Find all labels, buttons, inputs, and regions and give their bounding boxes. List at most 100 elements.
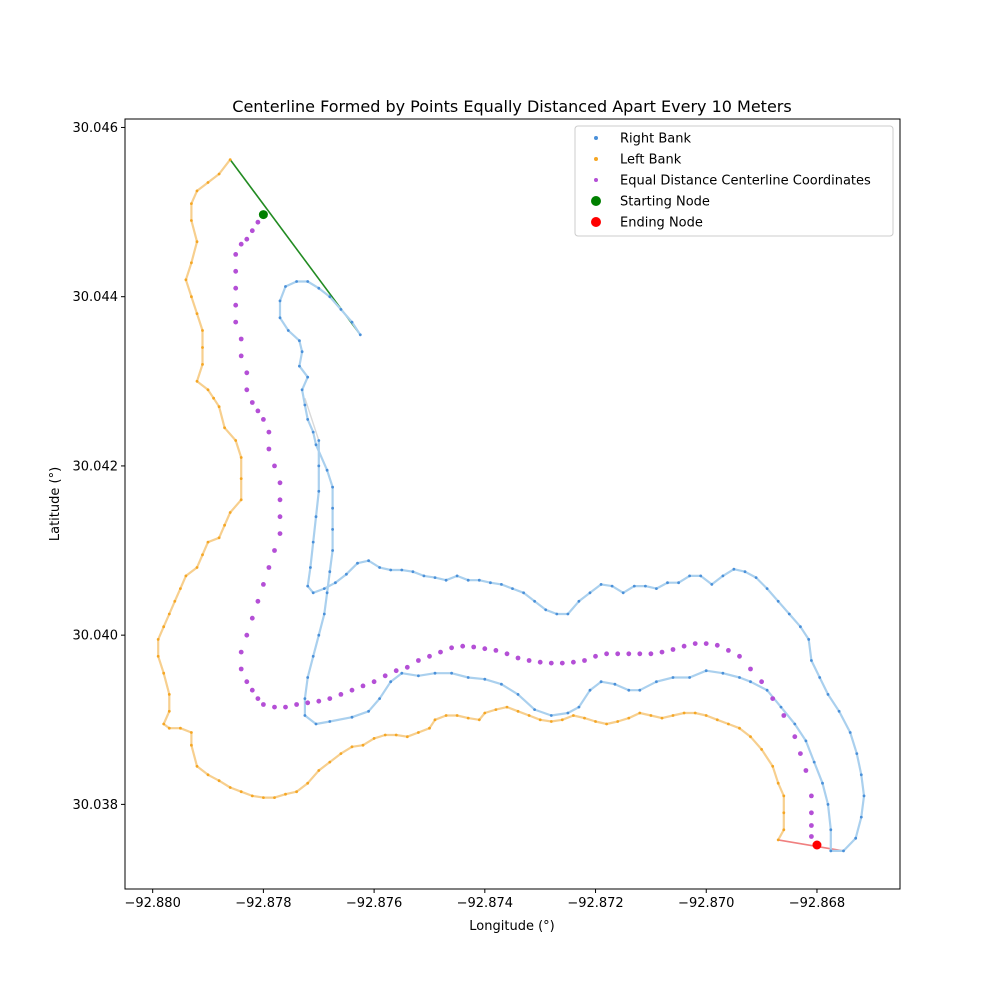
right-bank-point	[743, 570, 747, 574]
right-bank-point	[555, 612, 559, 616]
right-bank-point	[331, 528, 334, 531]
right-bank-point	[655, 680, 658, 684]
right-bank-point	[466, 578, 470, 582]
x-tick-label: −92.870	[678, 896, 734, 911]
centerline-point	[244, 387, 250, 393]
left-bank-point	[239, 477, 243, 480]
left-bank-point	[760, 748, 763, 751]
centerline-point	[593, 653, 598, 659]
right-bank-point	[848, 731, 852, 734]
right-bank-point	[317, 464, 321, 468]
centerline-point	[233, 302, 239, 308]
centerline-point	[249, 615, 255, 621]
right-bank-point	[787, 612, 791, 616]
left-bank-point	[217, 405, 221, 409]
centerline-point	[604, 651, 609, 657]
plot-area	[156, 158, 866, 853]
right-bank-point	[306, 280, 310, 283]
right-bank-point	[325, 468, 329, 472]
left-bank-point	[671, 714, 675, 717]
left-bank-point	[295, 790, 298, 794]
right-bank-point	[389, 568, 393, 572]
centerline-point	[803, 768, 809, 773]
right-bank-point	[298, 339, 301, 343]
centerline-point	[233, 319, 239, 325]
right-bank-point	[422, 574, 426, 578]
left-bank-point	[605, 722, 608, 726]
right-bank-point	[367, 709, 370, 713]
centerline-point	[770, 696, 776, 701]
centerline-point	[792, 734, 798, 740]
left-bank-point	[417, 731, 420, 734]
centerline-point	[327, 696, 333, 701]
left-bank-point	[206, 540, 210, 544]
centerline-point	[493, 648, 499, 653]
right-bank-point	[799, 625, 802, 629]
centerline-point	[294, 702, 299, 707]
left-bank-point	[223, 426, 227, 430]
left-bank-point	[201, 346, 204, 349]
left-bank-point	[727, 722, 730, 726]
right-bank-line	[278, 280, 866, 853]
y-tick-label: 30.044	[73, 290, 119, 305]
left-bank-point	[184, 574, 188, 578]
y-axis-title: Latitude (°)	[48, 467, 63, 541]
right-bank-point	[810, 659, 813, 662]
left-bank-point	[782, 828, 786, 832]
left-bank-point	[212, 396, 216, 400]
right-bank-point	[500, 583, 503, 586]
left-bank-point	[201, 553, 204, 557]
centerline-point	[460, 643, 466, 649]
left-bank-point	[228, 786, 232, 789]
legend-label: Left Bank	[620, 153, 682, 168]
right-bank-point	[411, 570, 415, 574]
left-bank-point	[156, 638, 160, 641]
legend-label: Ending Node	[620, 216, 703, 231]
right-bank-point	[721, 671, 725, 675]
ending-node-point	[812, 840, 822, 850]
right-bank-point	[516, 693, 520, 696]
legend-marker	[594, 178, 598, 182]
right-bank-point	[317, 286, 321, 290]
right-bank-point	[765, 587, 769, 590]
right-bank-point	[677, 581, 680, 585]
left-bank-point	[428, 726, 431, 730]
centerline-point	[404, 664, 410, 670]
left-bank-point	[715, 718, 719, 722]
y-tick-label: 30.038	[73, 798, 119, 813]
right-bank-point	[588, 591, 592, 595]
right-bank-point	[317, 633, 321, 637]
left-bank-point	[167, 709, 171, 713]
left-bank-point	[776, 781, 780, 785]
right-bank-point	[666, 581, 669, 585]
right-bank-point	[829, 849, 833, 853]
right-bank-point	[378, 566, 381, 569]
centerline-point	[266, 429, 272, 435]
left-bank-point	[749, 735, 752, 739]
right-bank-point	[644, 584, 647, 588]
left-bank-point	[505, 705, 509, 709]
right-bank-point	[455, 574, 459, 578]
left-bank-point	[782, 794, 786, 798]
left-bank-point	[405, 735, 409, 739]
left-bank-point	[162, 671, 166, 675]
left-bank-point	[206, 181, 210, 184]
left-bank-point	[239, 790, 243, 794]
centerline-point	[261, 417, 266, 422]
right-bank-point	[671, 676, 675, 679]
right-bank-point	[749, 680, 752, 684]
left-bank-point	[649, 714, 653, 717]
left-bank-point	[195, 189, 199, 193]
centerline-point	[338, 692, 344, 697]
centerline-point	[272, 463, 277, 469]
left-bank-point	[483, 711, 487, 715]
centerline-point	[360, 683, 366, 689]
left-bank-point	[494, 708, 498, 711]
right-bank-point	[533, 708, 536, 711]
left-bank-point	[201, 363, 204, 366]
right-bank-point	[328, 720, 332, 723]
right-bank-point	[842, 849, 845, 853]
centerline-point	[626, 651, 632, 657]
y-tick-label: 30.042	[73, 459, 119, 474]
right-bank-point	[450, 671, 453, 675]
